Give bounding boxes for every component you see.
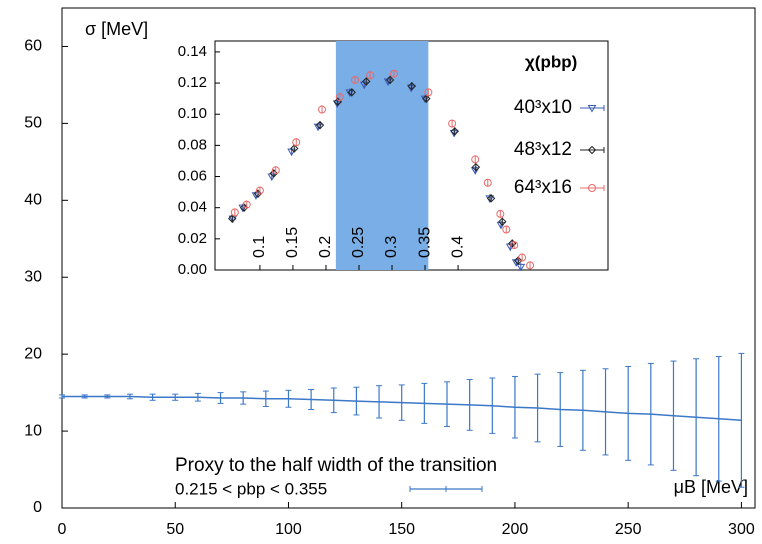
x-tick-label: 200 (502, 521, 529, 538)
marker (362, 77, 371, 86)
marker (498, 217, 507, 226)
y-tick-label: 0.10 (178, 105, 207, 122)
marker (389, 69, 398, 78)
marker (271, 166, 280, 175)
x-tick-label: 0.15 (284, 227, 301, 258)
marker (471, 162, 481, 172)
y-tick-label: 60 (24, 38, 42, 55)
legend-title: Proxy to the half width of the transitio… (175, 455, 497, 476)
y-tick-label: 0.12 (178, 74, 207, 91)
x-tick-label: 250 (615, 521, 642, 538)
marker (290, 144, 299, 153)
legend-label: 40³x10 (514, 97, 572, 118)
x-tick-label: 50 (166, 521, 184, 538)
inset-legend-title: χ(pbp) (525, 52, 577, 71)
marker (315, 120, 325, 130)
legend-label: 64³x16 (514, 177, 572, 198)
marker (587, 145, 597, 155)
series-line (62, 395, 742, 422)
marker (510, 241, 519, 250)
marker (483, 178, 492, 187)
marker (470, 167, 480, 175)
x-tick-label: 100 (275, 521, 302, 538)
y-tick-label: 10 (24, 422, 42, 439)
marker (502, 225, 511, 234)
legend-sample (409, 486, 483, 492)
y-tick-label: 0 (33, 499, 42, 516)
y-tick-label: 0.02 (178, 230, 207, 247)
marker (242, 200, 251, 209)
marker (486, 194, 496, 203)
marker (587, 105, 597, 113)
x-tick-label: 0.2 (317, 236, 334, 258)
marker (385, 75, 395, 85)
x-tick-label: 0.35 (416, 227, 433, 258)
legend-label: 0.215 < pbp < 0.355 (175, 479, 327, 498)
y-tick-label: 20 (24, 345, 42, 362)
marker (471, 155, 480, 164)
marker (588, 184, 596, 192)
marker (518, 253, 527, 262)
y-tick-label: 0.06 (178, 167, 207, 184)
y-tick-label: 30 (24, 268, 42, 285)
marker (292, 138, 301, 147)
x-tick-label: 150 (388, 521, 415, 538)
marker (318, 105, 327, 114)
marker (422, 94, 431, 103)
marker (526, 261, 535, 270)
x-tick-label: 0.3 (383, 236, 400, 258)
marker (347, 88, 356, 97)
marker (351, 75, 360, 84)
marker (424, 88, 433, 97)
marker (448, 119, 457, 128)
y-tick-label: 0.04 (178, 199, 207, 216)
marker (227, 214, 237, 223)
marker (450, 127, 459, 136)
x-tick-label: 0.25 (350, 227, 367, 258)
legend-label: 48³x12 (514, 139, 572, 160)
marker (513, 256, 523, 265)
y-tick-label: 0.08 (178, 136, 207, 153)
y-tick-label: 0.14 (178, 43, 207, 60)
x-tick-label: 0.4 (449, 236, 466, 258)
y-tick-label: 40 (24, 192, 42, 209)
y-tick-label: 50 (24, 115, 42, 132)
marker (335, 93, 344, 102)
marker (496, 209, 505, 218)
marker (255, 186, 264, 195)
x-tick-label: 0.1 (251, 236, 268, 258)
marker (230, 208, 239, 217)
marker (516, 263, 526, 272)
plot-frame (61, 7, 756, 509)
x-tick-label: 0 (58, 521, 67, 538)
y-tick-label: 0.00 (178, 261, 207, 278)
marker (407, 81, 417, 91)
y-axis-label: σ [MeV] (85, 19, 148, 39)
x-axis-label: μB [MeV] (674, 477, 748, 497)
marker (366, 71, 375, 80)
x-tick-label: 300 (728, 521, 755, 538)
